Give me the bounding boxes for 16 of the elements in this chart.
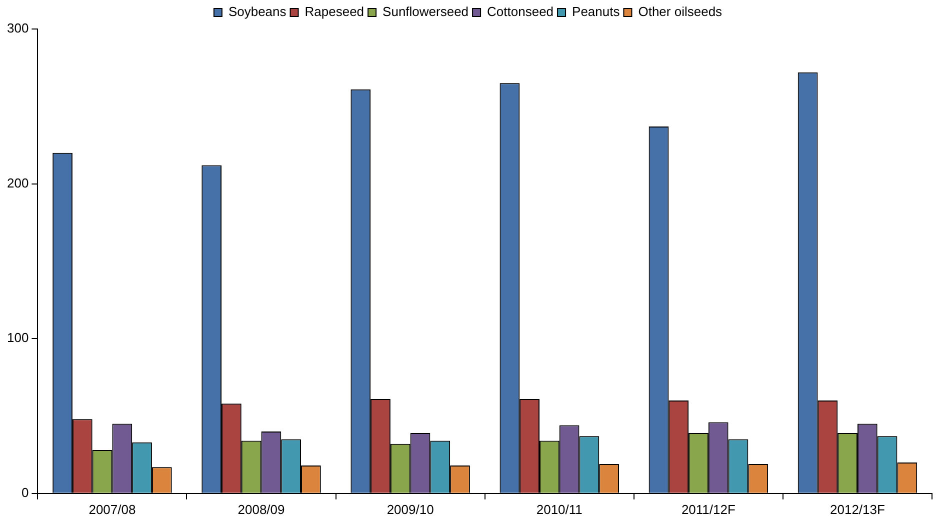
legend-label: Sunflowerseed <box>382 4 469 20</box>
y-tick-label: 300 <box>6 20 29 36</box>
x-tick-label: 2010/11 <box>536 502 582 517</box>
legend-label: Other oilseeds <box>638 4 723 20</box>
x-tick-label: 2009/10 <box>386 502 434 517</box>
y-tick-label: 0 <box>21 484 29 500</box>
legend-label: Rapeseed <box>304 4 364 20</box>
legend-label: Cottonseed <box>487 4 554 20</box>
legend-label: Peanuts <box>572 4 620 20</box>
legend-label: Soybeans <box>228 4 287 20</box>
x-tick-label: 2011/12F <box>681 502 736 517</box>
y-tick-label: 200 <box>6 175 29 190</box>
x-tick-label: 2012/13F <box>830 502 885 517</box>
y-tick-label: 100 <box>6 330 29 346</box>
x-tick-label: 2007/08 <box>88 502 136 517</box>
x-tick-label: 2008/09 <box>238 502 285 517</box>
